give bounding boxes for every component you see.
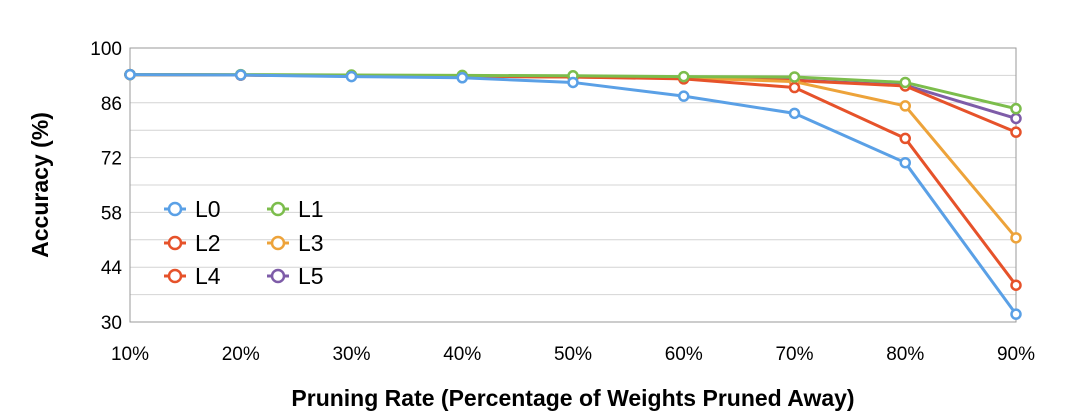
data-point — [899, 156, 911, 169]
x-tick-label: 50% — [554, 344, 592, 365]
legend-label: L4 — [195, 263, 221, 289]
data-point — [567, 76, 579, 89]
data-point — [788, 107, 801, 120]
x-tick-label: 90% — [997, 344, 1035, 365]
y-tick-label: 86 — [101, 94, 122, 115]
legend-label: L3 — [298, 230, 324, 256]
legend: L0 L2 L4 L1 L3 L5 — [164, 196, 324, 289]
data-point — [1010, 126, 1022, 138]
legend-item-l1: L1 — [267, 196, 324, 222]
series-line-l3 — [129, 73, 1018, 239]
legend-label: L2 — [195, 230, 221, 256]
x-axis-title: Pruning Rate (Percentage of Weights Prun… — [291, 385, 854, 411]
legend-item-l2: L2 — [164, 230, 221, 256]
data-point — [788, 71, 801, 83]
data-point — [124, 68, 136, 81]
y-tick-labels: 30 44 58 72 86 100 — [90, 39, 122, 334]
x-tick-label: 10% — [111, 344, 149, 365]
y-tick-label: 30 — [101, 313, 122, 334]
legend-item-l4: L4 — [164, 263, 221, 289]
legend-item-l5: L5 — [267, 263, 324, 289]
y-axis-title: Accuracy (%) — [27, 112, 53, 258]
data-point — [345, 70, 358, 83]
series-line-l0 — [129, 73, 1018, 316]
data-point — [899, 132, 911, 145]
x-tick-label: 40% — [443, 344, 481, 365]
data-point — [456, 71, 468, 84]
legend-label: L1 — [298, 196, 324, 222]
data-point — [899, 76, 911, 89]
legend-label: L5 — [298, 263, 324, 289]
legend-marker — [270, 235, 286, 251]
y-tick-label: 72 — [101, 149, 122, 170]
legend-marker — [270, 201, 286, 217]
y-tick-label: 100 — [90, 39, 122, 60]
data-point — [1010, 279, 1022, 291]
series-lines — [124, 68, 1022, 320]
x-tick-label: 70% — [775, 344, 813, 365]
series-line-l2 — [129, 73, 1018, 287]
x-tick-labels: 10% 20% 30% 40% 50% 60% 70% 80% 90% — [111, 344, 1035, 365]
data-point — [235, 69, 247, 81]
data-point — [678, 90, 690, 102]
data-point — [788, 81, 801, 94]
data-point — [1010, 112, 1022, 125]
data-point — [1010, 232, 1022, 244]
legend-marker — [167, 235, 183, 251]
x-tick-label: 30% — [332, 344, 370, 365]
legend-label: L0 — [195, 196, 221, 222]
y-tick-label: 58 — [101, 203, 122, 224]
x-tick-label: 20% — [222, 344, 260, 365]
y-tick-label: 44 — [101, 258, 123, 279]
x-tick-label: 60% — [665, 344, 703, 365]
grid-lines — [130, 74, 1016, 296]
legend-item-l3: L3 — [267, 230, 324, 256]
legend-marker — [270, 268, 286, 284]
series-l0 — [124, 68, 1022, 320]
data-point — [678, 70, 690, 83]
data-point — [899, 100, 911, 112]
legend-marker — [167, 201, 183, 217]
x-tick-label: 80% — [886, 344, 924, 365]
data-point — [1010, 308, 1022, 320]
legend-item-l0: L0 — [164, 196, 221, 222]
data-point — [1010, 102, 1022, 115]
legend-marker — [167, 268, 183, 284]
series-l3 — [124, 68, 1022, 244]
plot-area — [129, 47, 1017, 323]
